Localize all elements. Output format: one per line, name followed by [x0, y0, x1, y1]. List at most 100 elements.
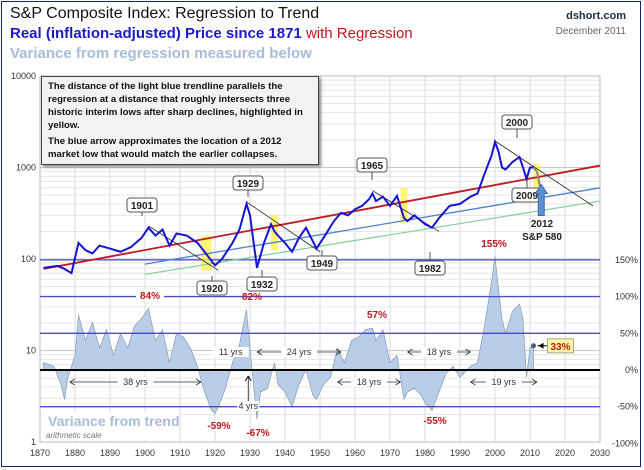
green-trendline	[144, 200, 601, 275]
subtitle-price: Real (inflation-adjusted) Price since 18…	[10, 25, 302, 42]
callout-label: 1901	[131, 201, 154, 212]
left-tick-label: 10	[26, 346, 36, 356]
left-tick-label: 1000	[16, 163, 36, 173]
price-series	[43, 138, 542, 275]
variance-peak-label: 84%	[140, 291, 160, 302]
interval-arrowheads	[470, 378, 538, 386]
chart-title: S&P Composite Index: Regression to Trend	[10, 5, 320, 22]
interval-label-bg	[117, 377, 154, 387]
interval-arrowhead	[244, 375, 252, 382]
current-variance-arrowhead	[538, 342, 544, 349]
x-tick-label: 2000	[485, 448, 505, 458]
interval-label: 19 yrs	[491, 377, 516, 387]
x-tick-label: 2010	[520, 448, 540, 458]
current-variance-label: 33%	[550, 342, 570, 353]
x-tick-label: 1920	[205, 448, 225, 458]
current-variance-box	[547, 338, 574, 354]
projection-value-label: S&P 580	[522, 232, 562, 243]
interval-label: 18 yrs	[427, 347, 452, 357]
x-tick-label: 1880	[65, 448, 85, 458]
x-tick-label: 1940	[275, 448, 295, 458]
right-tick-label: -100%	[612, 438, 638, 448]
plot-border	[39, 75, 601, 443]
x-tick-label: 1960	[345, 448, 365, 458]
right-tick-label: 150%	[615, 255, 638, 265]
variance-peak-label: 82%	[242, 292, 262, 303]
callout-label: 1932	[251, 280, 274, 291]
note-paragraph-2: The blue arrow approximates the location…	[48, 136, 282, 160]
interval-label: 11 yrs	[219, 347, 243, 357]
left-tick-label: 10000	[11, 71, 36, 81]
interval-label: 38 yrs	[123, 377, 148, 387]
right-tick-label: 0%	[625, 365, 638, 375]
price-line	[43, 138, 534, 275]
x-tick-label: 1870	[30, 448, 50, 458]
x-tick-label: 1980	[415, 448, 435, 458]
subtitle-regression: with Regression	[305, 25, 413, 42]
callout-label: 2000	[506, 118, 529, 129]
callout-label: 1965	[361, 161, 384, 172]
callout-label: 1949	[311, 259, 334, 270]
x-tick-label: 1950	[310, 448, 330, 458]
projection-year-label: 2012	[531, 219, 554, 230]
annotations: 1901 1929 1965 2000 1920 1932 1949 1982 2009 2012…	[44, 114, 574, 440]
left-tick-label: 100	[21, 254, 36, 264]
interval-label: 18 yrs	[357, 377, 382, 387]
variance-panel-title: Variance from trend	[48, 413, 180, 429]
x-tick-label: 1900	[135, 448, 155, 458]
note-box: The distance of the light blue trendline…	[41, 76, 319, 165]
chart-subtitle: Real (inflation-adjusted) Price since 18…	[10, 25, 413, 42]
variance-peak-label: -55%	[423, 416, 446, 427]
interval-arrowheads	[337, 378, 401, 386]
highlight-period	[533, 163, 541, 199]
x-tick-label: 2020	[555, 448, 575, 458]
x-tick-label: 1930	[240, 448, 260, 458]
right-tick-label: 100%	[615, 292, 638, 302]
callout-label: 2009	[516, 191, 539, 202]
variance-area-path	[43, 256, 534, 420]
variance-peak-label: -67%	[246, 428, 269, 439]
variance-panel-subtitle: arithmetic scale	[46, 431, 102, 440]
note-paragraph-1: The distance of the light blue trendline…	[48, 81, 303, 131]
left-tick-label: 1	[31, 437, 36, 447]
projection-arrow	[534, 183, 549, 216]
highlight-period	[400, 187, 408, 223]
x-tick-label: 1890	[100, 448, 120, 458]
right-tick-label: 50%	[620, 328, 638, 338]
variance-area	[43, 256, 534, 420]
interval-label-bg	[281, 347, 317, 357]
projection-line	[532, 166, 542, 190]
variance-peak-label: -59%	[207, 421, 230, 432]
interval-label-bg	[212, 347, 249, 357]
interval-arrowheads	[407, 348, 471, 356]
interval-label-bg	[485, 377, 522, 387]
label-bg	[136, 289, 164, 302]
x-tick-label: 2030	[590, 448, 610, 458]
x-tick-label: 1910	[170, 448, 190, 458]
decline-line	[494, 140, 594, 207]
variance-peak-label: 57%	[367, 310, 387, 321]
decline-line	[246, 201, 321, 253]
interval-label-bg	[237, 401, 260, 411]
panel-label-bg	[44, 412, 179, 440]
source-label: dshort.com	[566, 10, 626, 22]
callout-label: 1929	[237, 179, 260, 190]
interval-label: 4 yrs	[238, 401, 258, 411]
interval-arrowheads	[256, 348, 342, 356]
x-tick-label: 1990	[450, 448, 470, 458]
interval-arrowheads	[69, 378, 202, 386]
interval-label: 24 yrs	[287, 347, 312, 357]
interval-label-bg	[421, 347, 457, 357]
x-tick-label: 1970	[380, 448, 400, 458]
date-label: December 2011	[555, 26, 626, 37]
current-variance-dot	[531, 343, 536, 349]
decline-line	[148, 225, 219, 271]
interval-label-bg	[351, 377, 387, 387]
regression-line	[43, 164, 601, 270]
chart-subtitle-variance: Variance from regression measured below	[10, 45, 312, 62]
right-tick-label: -50%	[617, 402, 638, 412]
callout-label: 1982	[419, 264, 442, 275]
callout-label: 1920	[201, 284, 224, 295]
axes: 1870 1880 1890 1900 1910 1920 1930 1940 1950 1960…	[11, 71, 638, 458]
